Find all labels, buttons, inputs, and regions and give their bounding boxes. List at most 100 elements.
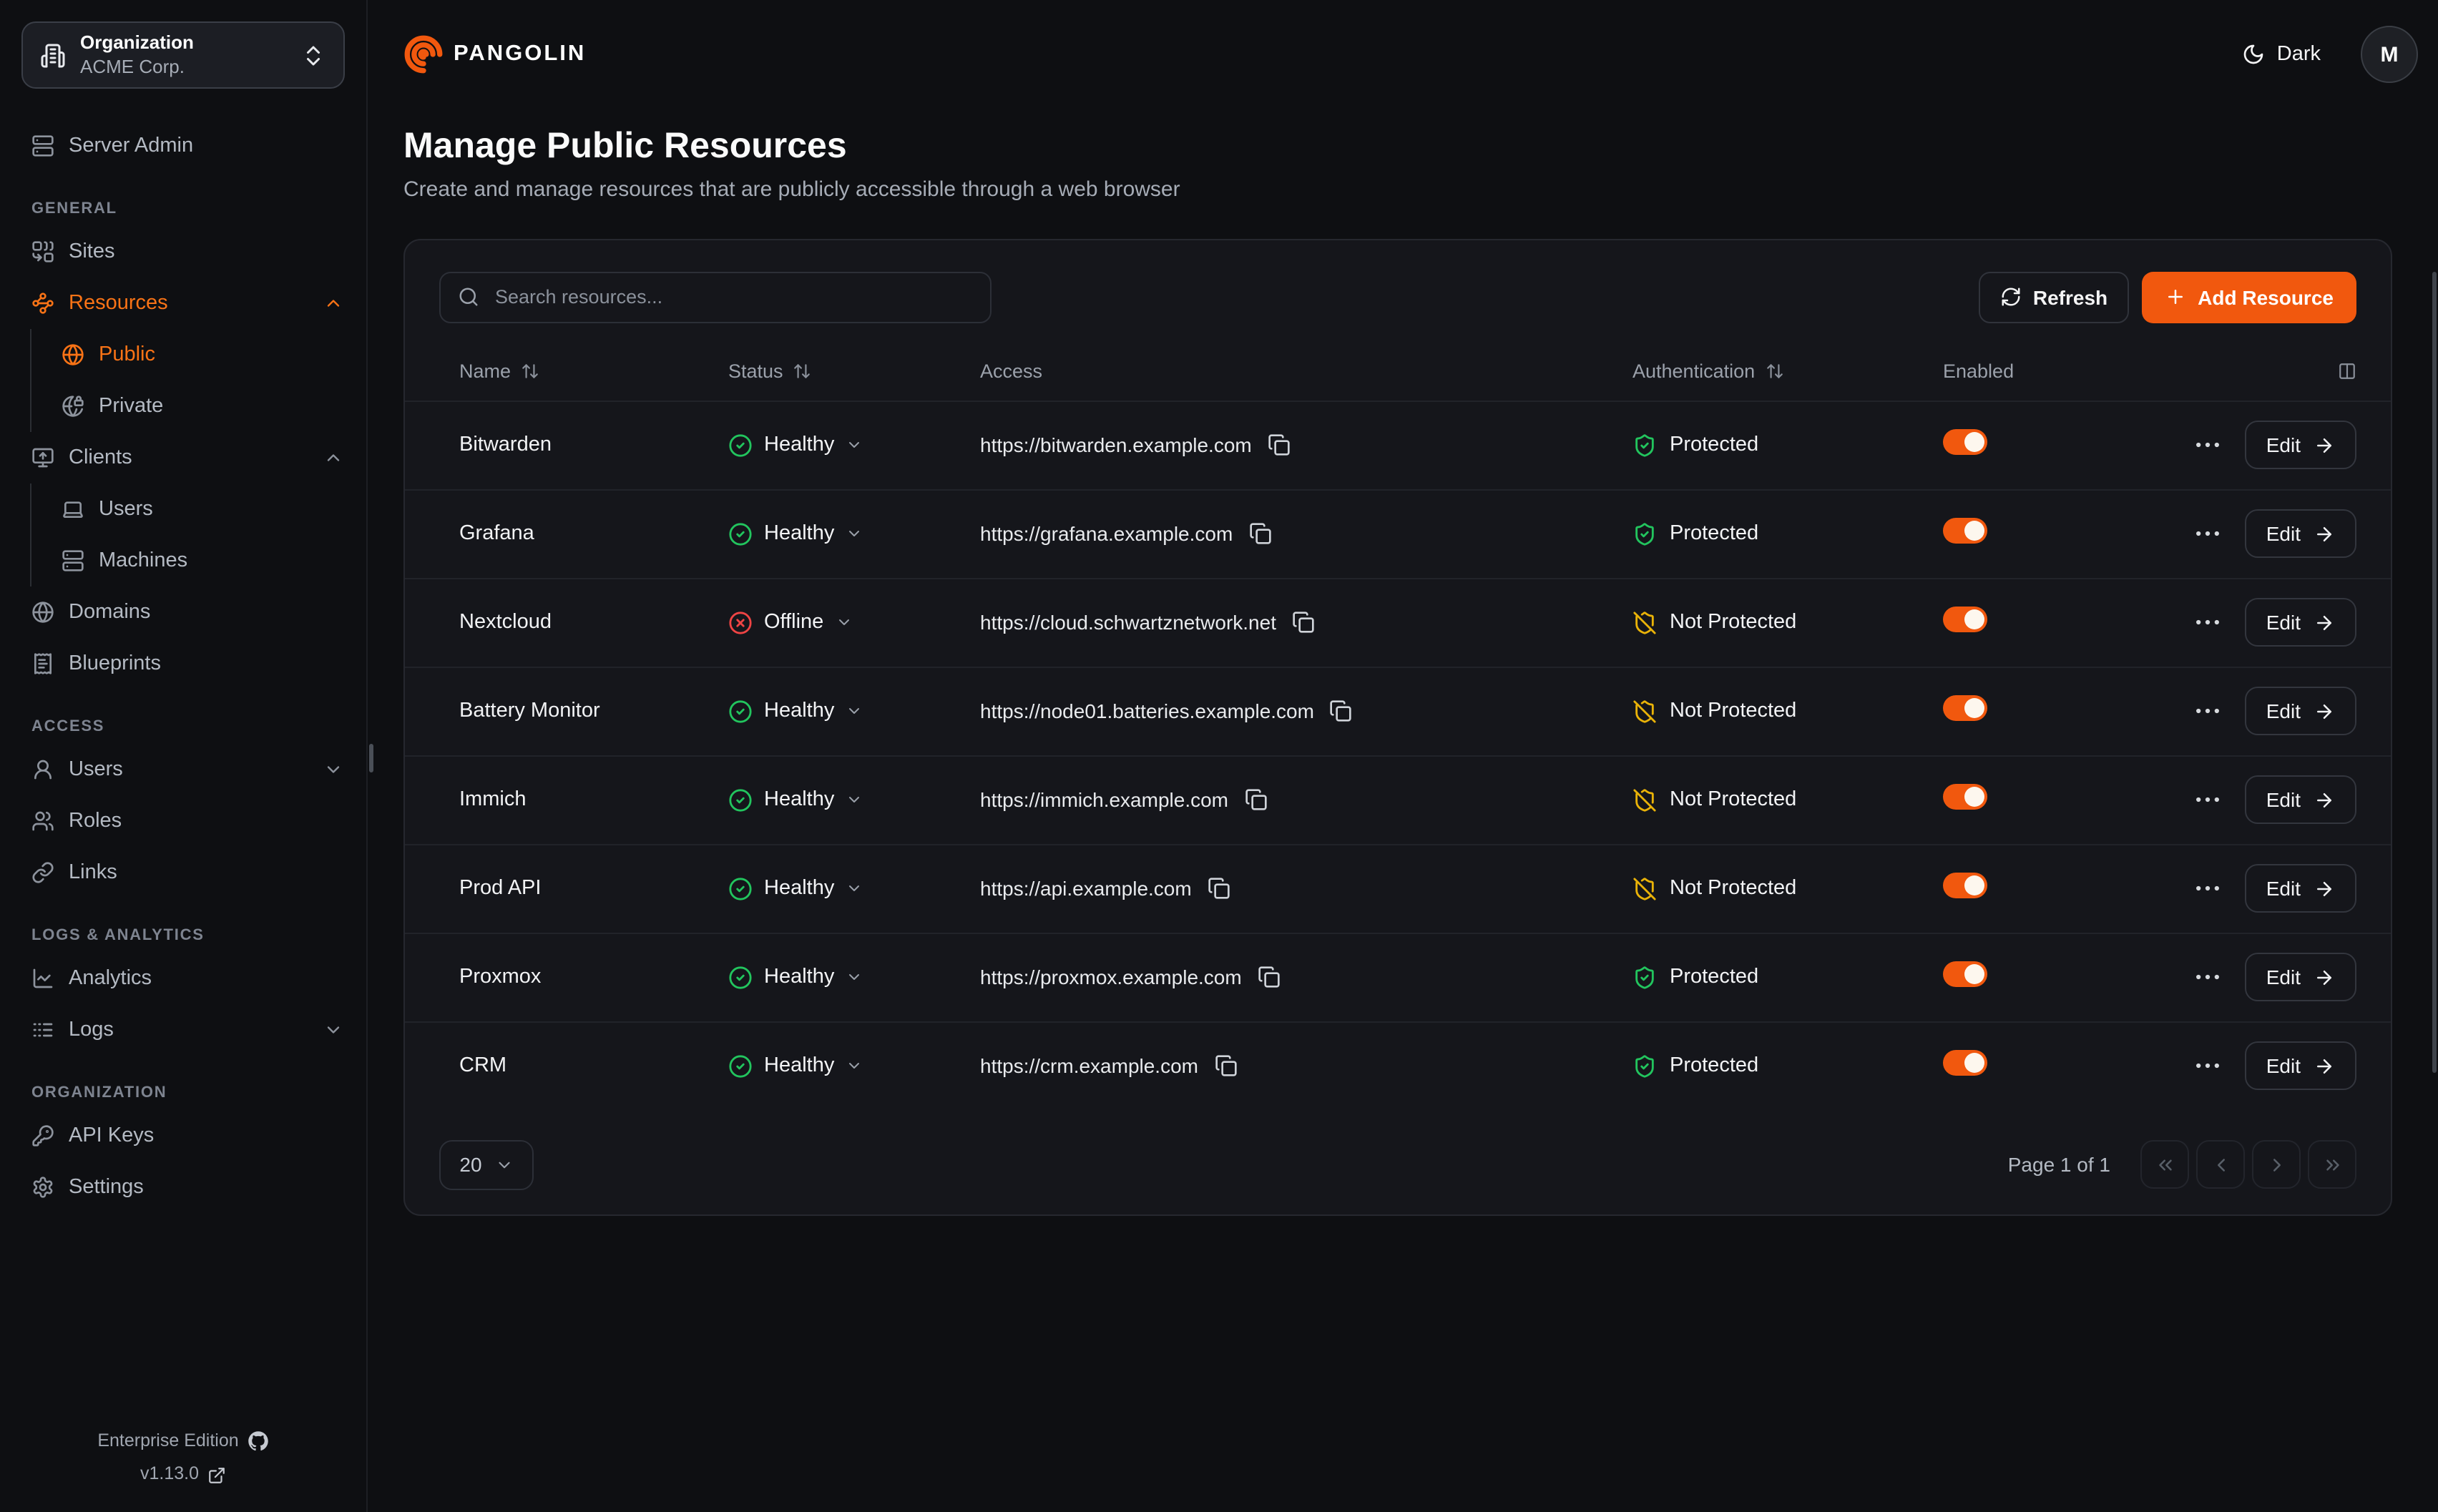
column-header-name[interactable]: Name [459, 361, 728, 383]
actions-cell: Edit [2115, 509, 2356, 559]
column-header-authentication[interactable]: Authentication [1632, 361, 1943, 383]
copy-url-button[interactable] [1248, 523, 1271, 546]
enabled-toggle[interactable] [1943, 607, 1987, 633]
chevron-up-icon [323, 293, 343, 313]
page-scrollbar[interactable] [2432, 272, 2437, 1073]
status-label: Healthy [764, 1054, 835, 1078]
auth-icon [1632, 699, 1657, 724]
refresh-button[interactable]: Refresh [1978, 271, 2130, 323]
status-cell[interactable]: Healthy [728, 966, 980, 990]
edit-button[interactable]: Edit [2244, 421, 2356, 470]
row-menu-button[interactable] [2192, 519, 2223, 550]
sidebar-item-api-keys[interactable]: API Keys [0, 1110, 366, 1162]
status-cell[interactable]: Healthy [728, 433, 980, 458]
row-menu-button[interactable] [2192, 1051, 2223, 1082]
avatar[interactable]: M [2361, 26, 2418, 83]
sidebar-item-private[interactable]: Private [31, 381, 366, 432]
sidebar-item-roles[interactable]: Roles [0, 795, 366, 847]
sidebar-item-links[interactable]: Links [0, 847, 366, 898]
status-icon [728, 877, 753, 901]
sidebar-scrollbar[interactable] [369, 744, 373, 772]
copy-url-button[interactable] [1214, 1055, 1237, 1078]
row-menu-button[interactable] [2192, 430, 2223, 461]
next-page-button[interactable] [2252, 1140, 2301, 1189]
edit-button[interactable]: Edit [2244, 953, 2356, 1002]
resource-url: https://bitwarden.example.com [980, 433, 1252, 457]
status-cell[interactable]: Healthy [728, 699, 980, 724]
enabled-toggle[interactable] [1943, 1050, 1987, 1076]
refresh-label: Refresh [2032, 285, 2108, 309]
edit-button[interactable]: Edit [2244, 687, 2356, 736]
status-cell[interactable]: Healthy [728, 1054, 980, 1079]
sidebar-item-label: Resources [69, 292, 168, 315]
theme-toggle-button[interactable]: Dark [2234, 41, 2329, 67]
enabled-toggle[interactable] [1943, 873, 1987, 899]
copy-url-button[interactable] [1258, 966, 1281, 989]
row-menu-button[interactable] [2192, 607, 2223, 639]
copy-url-button[interactable] [1330, 700, 1353, 723]
edit-button[interactable]: Edit [2244, 775, 2356, 825]
copy-url-button[interactable] [1244, 789, 1267, 812]
last-page-button[interactable] [2308, 1140, 2356, 1189]
search-icon [458, 287, 479, 308]
github-icon[interactable] [248, 1430, 269, 1452]
status-cell[interactable]: Healthy [728, 877, 980, 901]
row-menu-button[interactable] [2192, 785, 2223, 816]
main-content: PANGOLIN Dark M Manage Public Resources … [368, 0, 2438, 1512]
status-icon [728, 699, 753, 724]
row-menu-button[interactable] [2192, 873, 2223, 905]
version-label[interactable]: v1.13.0 [139, 1463, 199, 1484]
sidebar-item-resources[interactable]: Resources [0, 278, 366, 329]
chevron-left-icon [2210, 1154, 2231, 1176]
sidebar-item-users[interactable]: Users [0, 744, 366, 795]
column-header-status[interactable]: Status [728, 361, 980, 383]
resource-name: Proxmox [459, 966, 542, 989]
sidebar-item-users[interactable]: Users [31, 483, 366, 535]
sidebar-item-logs[interactable]: Logs [0, 1004, 366, 1056]
sidebar-item-clients[interactable]: Clients [0, 432, 366, 483]
arrow-right-icon [2314, 878, 2335, 900]
theme-label: Dark [2276, 43, 2321, 66]
sidebar-item-blueprints[interactable]: Blueprints [0, 638, 366, 689]
edit-button[interactable]: Edit [2244, 598, 2356, 647]
column-settings-button[interactable] [2338, 363, 2356, 381]
sidebar-item-machines[interactable]: Machines [31, 535, 366, 586]
sidebar-item-settings[interactable]: Settings [0, 1162, 366, 1213]
first-page-button[interactable] [2140, 1140, 2189, 1189]
chevrons-right-icon [2321, 1154, 2343, 1176]
enabled-toggle[interactable] [1943, 784, 1987, 810]
copy-url-button[interactable] [1208, 878, 1230, 900]
brand-logo[interactable]: PANGOLIN [403, 34, 586, 74]
row-menu-button[interactable] [2192, 696, 2223, 727]
copy-url-button[interactable] [1292, 612, 1315, 634]
status-label: Healthy [764, 788, 835, 812]
enabled-toggle[interactable] [1943, 695, 1987, 722]
server-icon [31, 134, 54, 157]
pangolin-logo-icon [403, 34, 444, 74]
enabled-toggle[interactable] [1943, 518, 1987, 544]
org-selector[interactable]: Organization ACME Corp. [21, 21, 345, 89]
add-resource-button[interactable]: Add Resource [2142, 271, 2356, 323]
page-size-select[interactable]: 20 [439, 1139, 534, 1190]
status-cell[interactable]: Healthy [728, 522, 980, 546]
enabled-toggle[interactable] [1943, 961, 1987, 988]
status-cell[interactable]: Healthy [728, 788, 980, 813]
edit-button[interactable]: Edit [2244, 864, 2356, 913]
enabled-toggle[interactable] [1943, 429, 1987, 456]
row-menu-button[interactable] [2192, 962, 2223, 993]
sidebar-item-server-admin[interactable]: Server Admin [0, 120, 366, 172]
search-input[interactable] [492, 285, 973, 310]
edit-button[interactable]: Edit [2244, 509, 2356, 559]
prev-page-button[interactable] [2196, 1140, 2245, 1189]
building-icon [40, 42, 66, 68]
sidebar-item-domains[interactable]: Domains [0, 586, 366, 638]
sidebar-item-sites[interactable]: Sites [0, 226, 366, 278]
arrow-right-icon [2314, 612, 2335, 634]
sidebar-item-analytics[interactable]: Analytics [0, 953, 366, 1004]
copy-url-button[interactable] [1268, 434, 1291, 457]
sidebar-item-label: Public [99, 343, 155, 366]
edit-button[interactable]: Edit [2244, 1041, 2356, 1091]
status-cell[interactable]: Offline [728, 611, 980, 635]
external-link-icon[interactable] [207, 1466, 226, 1484]
sidebar-item-public[interactable]: Public [31, 329, 366, 381]
